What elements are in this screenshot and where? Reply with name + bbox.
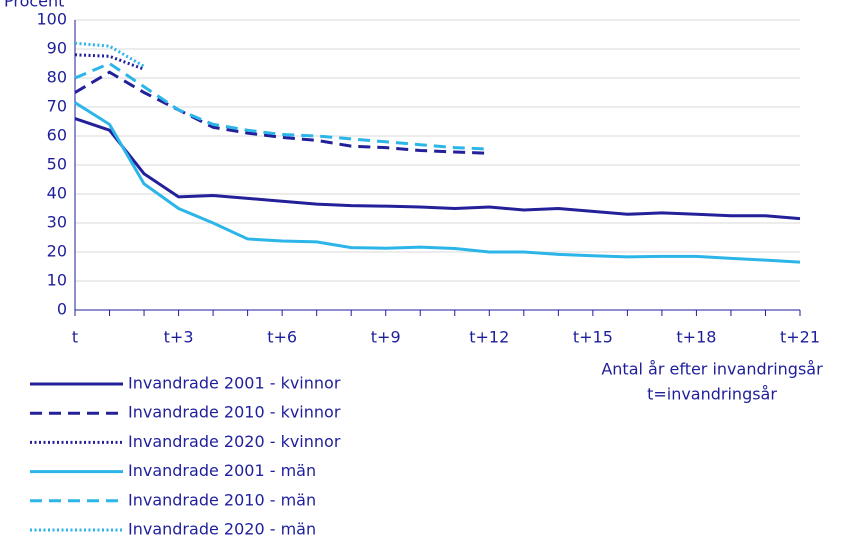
series-line <box>74 53 145 71</box>
y-tick-label: 90 <box>47 39 67 58</box>
y-tick-label: 30 <box>47 213 67 232</box>
y-tick-label: 100 <box>36 10 67 29</box>
x-tick-label: t+15 <box>573 328 613 347</box>
y-tick-label: 80 <box>47 68 67 87</box>
series-line <box>74 61 490 151</box>
legend-label: Invandrade 2020 - kvinnor <box>128 432 341 451</box>
y-tick-label: 50 <box>47 155 67 174</box>
series-line <box>74 70 490 155</box>
x-tick-label: t+12 <box>469 328 509 347</box>
legend-label: Invandrade 2001 - kvinnor <box>128 374 341 393</box>
y-tick-label: 70 <box>47 97 67 116</box>
x-tick-label: t+3 <box>164 328 194 347</box>
legend-label: Invandrade 2010 - män <box>128 490 316 509</box>
series-line <box>74 117 801 221</box>
x-tick-label: t <box>72 328 78 347</box>
y-tick-label: 10 <box>47 271 67 290</box>
x-tick-label: t+21 <box>780 328 820 347</box>
y-tick-label: 60 <box>47 126 67 145</box>
x-tick-label: t+9 <box>371 328 401 347</box>
legend-label: Invandrade 2001 - män <box>128 461 316 480</box>
x-tick-label: t+6 <box>267 328 297 347</box>
y-tick-label: 20 <box>47 242 67 261</box>
x-tick-label: t+18 <box>676 328 716 347</box>
x-axis-label: Antal år efter invandringsår <box>601 360 823 379</box>
legend-label: Invandrade 2010 - kvinnor <box>128 403 341 422</box>
y-tick-label: 0 <box>57 300 67 319</box>
y-axis-label: Procent <box>4 0 64 11</box>
y-tick-label: 40 <box>47 184 67 203</box>
series-line <box>74 101 801 264</box>
x-axis-note: t=invandringsår <box>647 385 777 404</box>
legend-label: Invandrade 2020 - män <box>128 520 316 539</box>
